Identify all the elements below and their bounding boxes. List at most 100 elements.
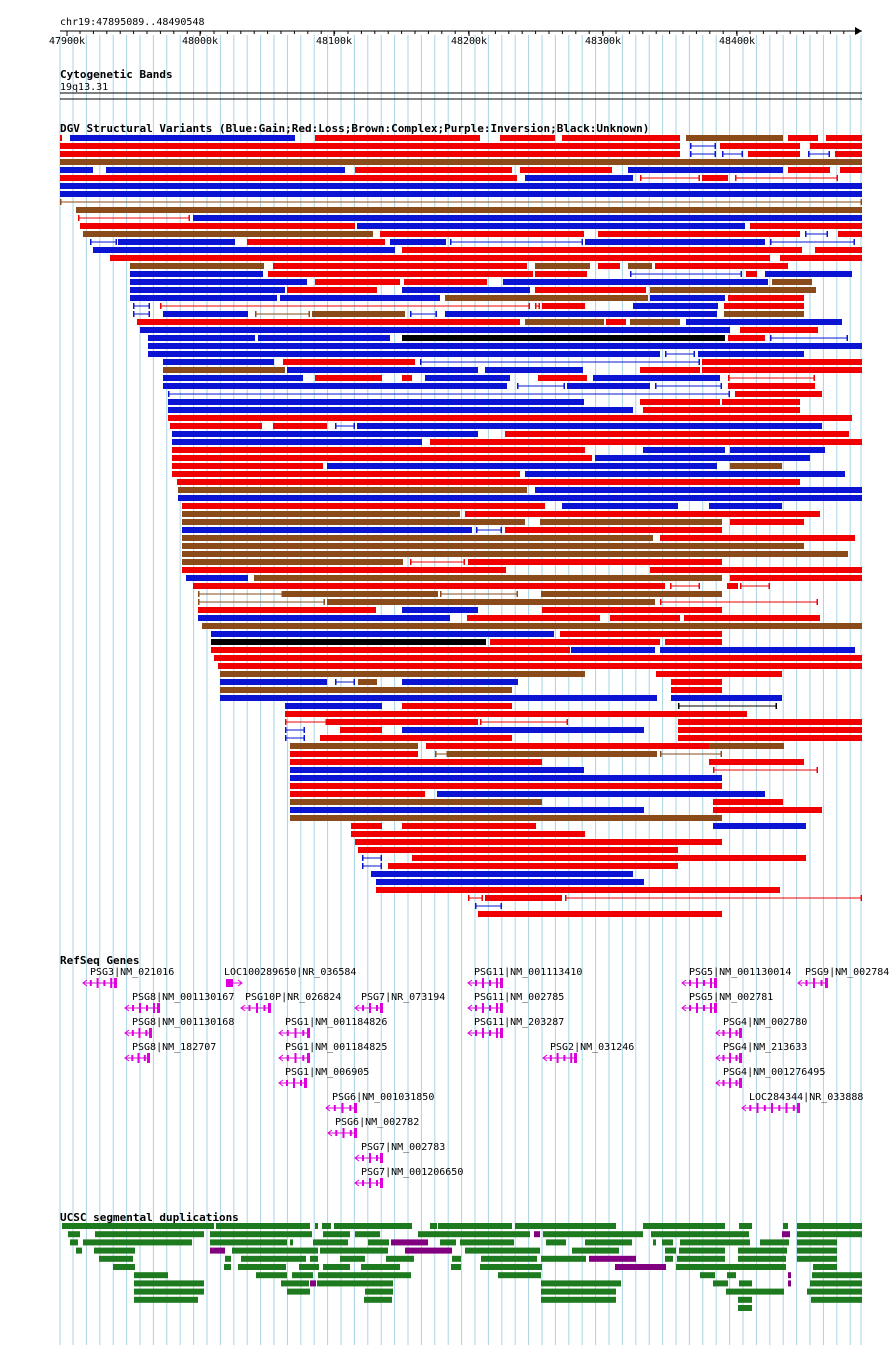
gain-variant[interactable] — [172, 439, 422, 445]
loss-variant[interactable] — [728, 295, 804, 301]
segdup-block[interactable] — [386, 1255, 414, 1262]
segdup-block[interactable] — [323, 1231, 350, 1238]
gene-psg2-nm-031246[interactable]: PSG2|NM_031246 — [542, 1042, 634, 1063]
loss-variant[interactable] — [273, 263, 527, 269]
loss-variant[interactable] — [247, 239, 385, 245]
loss-variant[interactable] — [351, 831, 585, 837]
loss-variant[interactable] — [467, 615, 600, 621]
segdup-block[interactable] — [797, 1223, 862, 1229]
complex-variant[interactable] — [182, 543, 804, 549]
segdup-block-purple[interactable] — [615, 1264, 666, 1270]
loss-variant[interactable] — [172, 447, 585, 453]
segdup-block[interactable] — [700, 1272, 715, 1279]
segdup-block[interactable] — [665, 1247, 676, 1254]
segdup-block[interactable] — [797, 1231, 862, 1238]
gain-variant[interactable] — [650, 295, 725, 301]
loss-variant[interactable] — [702, 175, 728, 181]
loss-variant[interactable] — [177, 479, 800, 485]
gain-variant[interactable] — [60, 183, 862, 189]
loss-variant[interactable] — [720, 143, 800, 149]
gain-variant[interactable] — [437, 791, 765, 797]
loss-variant[interactable] — [746, 271, 757, 277]
complex-variant[interactable] — [182, 551, 848, 557]
loss-variant[interactable] — [358, 847, 678, 853]
gain-variant[interactable] — [193, 215, 862, 221]
segdup-block[interactable] — [313, 1239, 348, 1246]
segdup-block-purple[interactable] — [788, 1280, 791, 1287]
loss-variant[interactable] — [430, 439, 862, 445]
gene-psg9-nm-002784[interactable]: PSG9|NM_002784 — [797, 967, 889, 988]
segdup-block[interactable] — [323, 1264, 350, 1270]
gene-loc100289650-nr-036584[interactable]: LOC100289650|NR_036584 — [224, 967, 356, 987]
segdup-block[interactable] — [460, 1239, 514, 1246]
segdup-block[interactable] — [739, 1280, 752, 1287]
loss-variant[interactable] — [727, 583, 738, 589]
segdup-block[interactable] — [679, 1247, 725, 1254]
loss-variant[interactable] — [60, 175, 517, 181]
loss-variant[interactable] — [656, 671, 782, 677]
segdup-block[interactable] — [515, 1223, 616, 1229]
loss-variant[interactable] — [713, 807, 822, 813]
complex-variant[interactable] — [163, 367, 285, 373]
loss-variant[interactable] — [713, 799, 783, 805]
loss-variant[interactable] — [750, 223, 862, 229]
loss-variant[interactable] — [172, 471, 520, 477]
loss-variant[interactable] — [315, 279, 400, 285]
gain-variant[interactable] — [571, 647, 655, 653]
segdup-block[interactable] — [797, 1239, 837, 1246]
segdup-block[interactable] — [797, 1255, 837, 1262]
segdup-block-purple[interactable] — [589, 1255, 636, 1262]
complex-variant[interactable] — [445, 295, 648, 301]
segdup-block[interactable] — [355, 1231, 380, 1238]
loss-variant[interactable] — [780, 255, 862, 261]
segdup-block[interactable] — [418, 1231, 530, 1238]
loss-variant[interactable] — [671, 687, 722, 693]
loss-variant[interactable] — [404, 279, 487, 285]
segdup-block[interactable] — [797, 1247, 837, 1254]
gain-variant[interactable] — [633, 303, 718, 309]
loss-variant[interactable] — [702, 367, 862, 373]
segdup-block[interactable] — [256, 1272, 287, 1279]
gain-variant[interactable] — [148, 343, 862, 349]
segdup-block[interactable] — [113, 1264, 135, 1270]
complex-variant[interactable] — [312, 311, 405, 317]
gene-psg8-nm-182707[interactable]: PSG8|NM_182707 — [124, 1042, 216, 1063]
loss-variant[interactable] — [598, 263, 620, 269]
complex-variant[interactable] — [182, 559, 403, 565]
loss-variant[interactable] — [290, 783, 722, 789]
segdup-block[interactable] — [361, 1264, 400, 1270]
segdup-block[interactable] — [241, 1255, 306, 1262]
complex-variant[interactable] — [178, 487, 527, 493]
segdup-block-purple[interactable] — [210, 1247, 225, 1254]
loss-variant[interactable] — [273, 423, 327, 429]
loss-variant[interactable] — [610, 615, 680, 621]
loss-variant[interactable] — [137, 319, 520, 325]
gene-psg5-nm-002781[interactable]: PSG5|NM_002781 — [681, 992, 773, 1013]
loss-variant[interactable] — [678, 735, 862, 741]
gene-psg4-nm-213633[interactable]: PSG4|NM_213633 — [715, 1042, 807, 1063]
segdup-block[interactable] — [662, 1239, 673, 1246]
gene-psg3-nm-021016[interactable]: PSG3|NM_021016 — [82, 967, 174, 988]
loss-variant[interactable] — [287, 287, 377, 293]
segdup-block[interactable] — [99, 1255, 133, 1262]
loss-variant[interactable] — [380, 231, 584, 237]
gain-variant[interactable] — [562, 503, 678, 509]
loss-variant[interactable] — [198, 607, 376, 613]
complex-variant[interactable] — [540, 519, 722, 525]
loss-variant[interactable] — [218, 663, 862, 669]
loss-variant[interactable] — [60, 143, 680, 149]
gene-psg4-nm-002780[interactable]: PSG4|NM_002780 — [715, 1017, 807, 1038]
loss-variant[interactable] — [315, 135, 480, 141]
gain-variant[interactable] — [628, 167, 783, 173]
gain-variant[interactable] — [593, 375, 720, 381]
loss-variant[interactable] — [840, 167, 862, 173]
gain-variant[interactable] — [445, 311, 717, 317]
gain-variant[interactable] — [535, 487, 862, 493]
complex-variant[interactable] — [83, 231, 373, 237]
complex-variant[interactable] — [182, 535, 653, 541]
loss-variant[interactable] — [168, 415, 852, 421]
complex-variant[interactable] — [220, 671, 585, 677]
segdup-block[interactable] — [810, 1280, 862, 1287]
gain-variant[interactable] — [258, 335, 390, 341]
segdup-block-purple[interactable] — [788, 1272, 791, 1279]
